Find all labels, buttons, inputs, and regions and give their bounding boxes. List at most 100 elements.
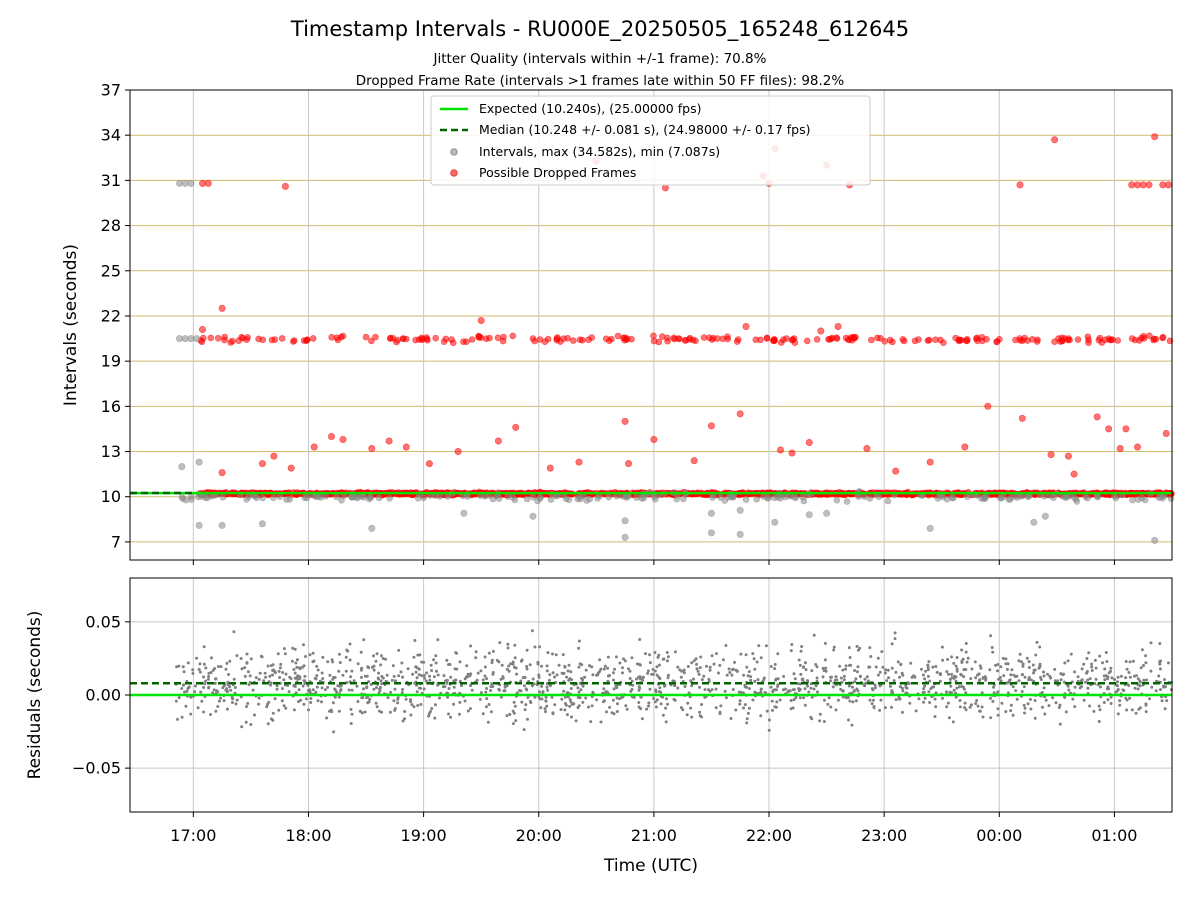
residual-point [1053, 667, 1057, 671]
residual-point [621, 666, 624, 670]
residual-point [268, 674, 272, 678]
residual-point [890, 666, 894, 670]
residual-point [548, 673, 552, 677]
residual-point [253, 713, 256, 717]
residual-point [964, 668, 968, 671]
residual-point [425, 671, 429, 675]
dropped-frame-point [700, 334, 708, 341]
residual-point [658, 663, 661, 667]
residual-point [591, 673, 595, 677]
bottom-y-axis-label: Residuals (seconds) [25, 611, 45, 780]
residual-point [485, 687, 489, 690]
residual-point [683, 685, 687, 688]
residual-point [798, 663, 802, 667]
residual-point [873, 683, 877, 687]
residual-point [703, 695, 707, 699]
dropped-frame-point [278, 335, 286, 342]
interval-point [258, 520, 266, 528]
residual-point [862, 683, 866, 687]
residual-point [818, 719, 822, 723]
interval-point [511, 496, 519, 504]
interval-point [312, 493, 319, 500]
residual-point [1022, 703, 1026, 707]
residual-point [989, 634, 993, 638]
residual-point [487, 651, 491, 655]
residual-point [624, 704, 628, 708]
residual-point [465, 675, 469, 679]
dropped-frame-point [255, 335, 262, 343]
residual-point [266, 722, 270, 726]
residual-point [374, 659, 378, 663]
residual-point [678, 668, 682, 672]
residual-point [1062, 672, 1066, 676]
residual-point [644, 652, 647, 656]
dropped-frame-point [1093, 413, 1101, 421]
residual-point [1069, 652, 1073, 656]
residual-point [361, 696, 365, 700]
residual-point [264, 675, 268, 679]
residual-point [703, 688, 707, 692]
residual-point [930, 685, 934, 689]
residual-point [458, 700, 462, 704]
residual-point [676, 686, 680, 690]
residual-point [483, 665, 487, 669]
residual-point [824, 666, 828, 670]
residual-point [926, 674, 930, 678]
residual-point [232, 630, 236, 634]
residual-point [1035, 640, 1039, 644]
residual-point [577, 639, 581, 643]
residual-point [714, 706, 718, 710]
interval-point [709, 494, 716, 501]
residual-point [666, 702, 670, 706]
dropped-frame-point [783, 335, 790, 342]
residual-point [257, 696, 261, 700]
residual-point [550, 695, 554, 699]
dropped-frame-point [1138, 334, 1145, 342]
residual-point [1090, 669, 1094, 672]
residual-point [1009, 709, 1013, 713]
residual-point [1118, 699, 1122, 703]
dropped-frame-point [776, 446, 784, 454]
residual-point [602, 699, 606, 703]
residual-point [636, 662, 639, 666]
residual-point [618, 661, 622, 665]
residual-point [1038, 662, 1042, 666]
dropped-frame-point [448, 336, 455, 343]
residual-point [706, 688, 710, 692]
dropped-frame-point [425, 460, 433, 468]
residual-point [349, 722, 353, 725]
residual-point [507, 664, 511, 668]
residual-point [945, 705, 949, 709]
residual-point [1033, 699, 1037, 702]
interval-point [823, 509, 831, 517]
residual-point [606, 655, 610, 659]
residual-point [698, 714, 702, 718]
residual-point [506, 642, 510, 646]
residual-point [422, 687, 426, 691]
residual-point [710, 654, 714, 658]
residual-point [469, 644, 473, 648]
residual-point [526, 696, 530, 700]
residual-point [189, 712, 193, 716]
residual-point [487, 703, 491, 706]
residual-point [981, 715, 985, 719]
residual-point [563, 665, 567, 669]
residual-point [1094, 666, 1098, 670]
residual-point [1000, 701, 1004, 705]
residual-point [1142, 664, 1145, 667]
interval-point [523, 495, 531, 503]
dropped-frame-point [227, 339, 234, 346]
residual-point [393, 707, 397, 711]
residual-point [853, 669, 857, 672]
residual-point [316, 699, 320, 703]
residual-point [807, 690, 811, 694]
residual-point [803, 661, 807, 665]
residual-point [888, 684, 892, 688]
residual-point [628, 669, 632, 673]
residual-point [742, 673, 746, 677]
residual-point [938, 672, 942, 676]
interval-point [460, 509, 468, 517]
residual-point [963, 701, 967, 705]
residual-point [1144, 702, 1148, 706]
dropped-frame-point [834, 322, 842, 330]
